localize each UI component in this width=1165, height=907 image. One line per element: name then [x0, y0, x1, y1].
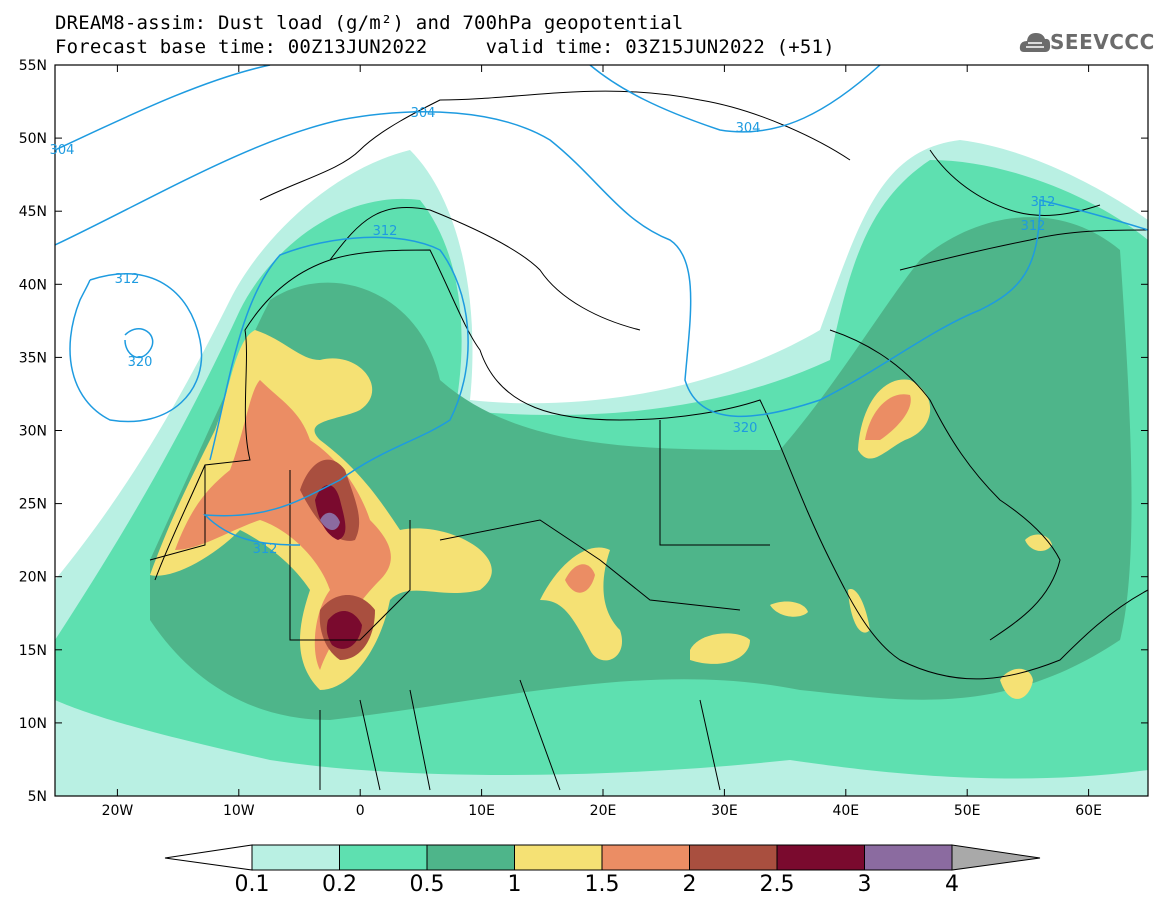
lat-label: 10N — [19, 716, 47, 732]
logo-text: SEEVCCC — [1050, 30, 1155, 54]
colorbar-label: 2.5 — [759, 872, 795, 897]
lon-label: 50E — [954, 803, 981, 819]
contour-label: 304 — [411, 106, 436, 121]
colorbar-label: 1 — [507, 872, 522, 897]
geopotential-contours — [55, 65, 1148, 546]
lat-label: 55N — [19, 58, 47, 74]
colorbar-swatch — [601, 844, 690, 871]
contour-label: 320 — [733, 421, 758, 436]
colorbar-label: 0.5 — [409, 872, 445, 897]
lat-label: 40N — [19, 277, 47, 293]
colorbar-label: 0.2 — [322, 872, 357, 897]
contour-label: 312 — [1021, 219, 1046, 234]
colorbar-swatch — [864, 844, 953, 871]
lat-label: 20N — [19, 570, 47, 586]
lon-label: 10E — [468, 803, 495, 819]
lat-label: 5N — [28, 789, 47, 805]
contour-label: 312 — [115, 272, 140, 287]
latitude-axis: 55N 50N 45N 40N 35N 30N 25N 20N 15N 10N 5N — [19, 58, 1148, 805]
cloud-icon — [1019, 33, 1051, 52]
contour-label: 304 — [736, 121, 761, 136]
lon-label: 20W — [102, 803, 134, 819]
map-title: DREAM8-assim: Dust load (g/m²) and 700hP… — [55, 12, 684, 34]
contour-labels: 304 312 320 312 304 304 312 320 312 312 — [50, 106, 1056, 557]
colorbar-swatch — [514, 844, 603, 871]
contour-label: 304 — [50, 143, 75, 158]
lat-label: 50N — [19, 131, 47, 147]
lon-label: 10W — [223, 803, 255, 819]
colorbar-label: 2 — [682, 872, 697, 897]
contour-label: 320 — [128, 355, 153, 370]
colorbar-swatch — [339, 844, 428, 871]
colorbar — [164, 844, 1041, 871]
lon-label: 20E — [590, 803, 617, 819]
contour-label: 312 — [1031, 195, 1056, 210]
colorbar-label: 1.5 — [584, 872, 620, 897]
lat-label: 45N — [19, 204, 47, 220]
contour-label: 312 — [253, 542, 278, 557]
map-subtitle: Forecast base time: 00Z13JUN2022 valid t… — [55, 36, 835, 58]
longitude-axis: 20W 10W 0 10E 20E 30E 40E 50E 60E — [102, 65, 1102, 819]
colorbar-swatch — [776, 844, 865, 871]
lat-label: 35N — [19, 350, 47, 366]
colorbar-swatch — [251, 844, 340, 871]
dust-field — [55, 140, 1148, 796]
lat-label: 25N — [19, 497, 47, 513]
lon-label: 0 — [356, 803, 365, 819]
colorbar-label: 0.1 — [234, 872, 270, 897]
lon-label: 60E — [1075, 803, 1102, 819]
contour-label: 312 — [373, 224, 398, 239]
colorbar-swatch — [689, 844, 778, 871]
colorbar-swatch — [426, 844, 515, 871]
lat-label: 30N — [19, 424, 47, 440]
lon-label: 40E — [832, 803, 859, 819]
colorbar-label: 4 — [945, 872, 959, 897]
lon-label: 30E — [711, 803, 738, 819]
lat-label: 15N — [19, 643, 47, 659]
coastlines — [149, 90, 1148, 791]
colorbar-label: 3 — [857, 872, 872, 897]
